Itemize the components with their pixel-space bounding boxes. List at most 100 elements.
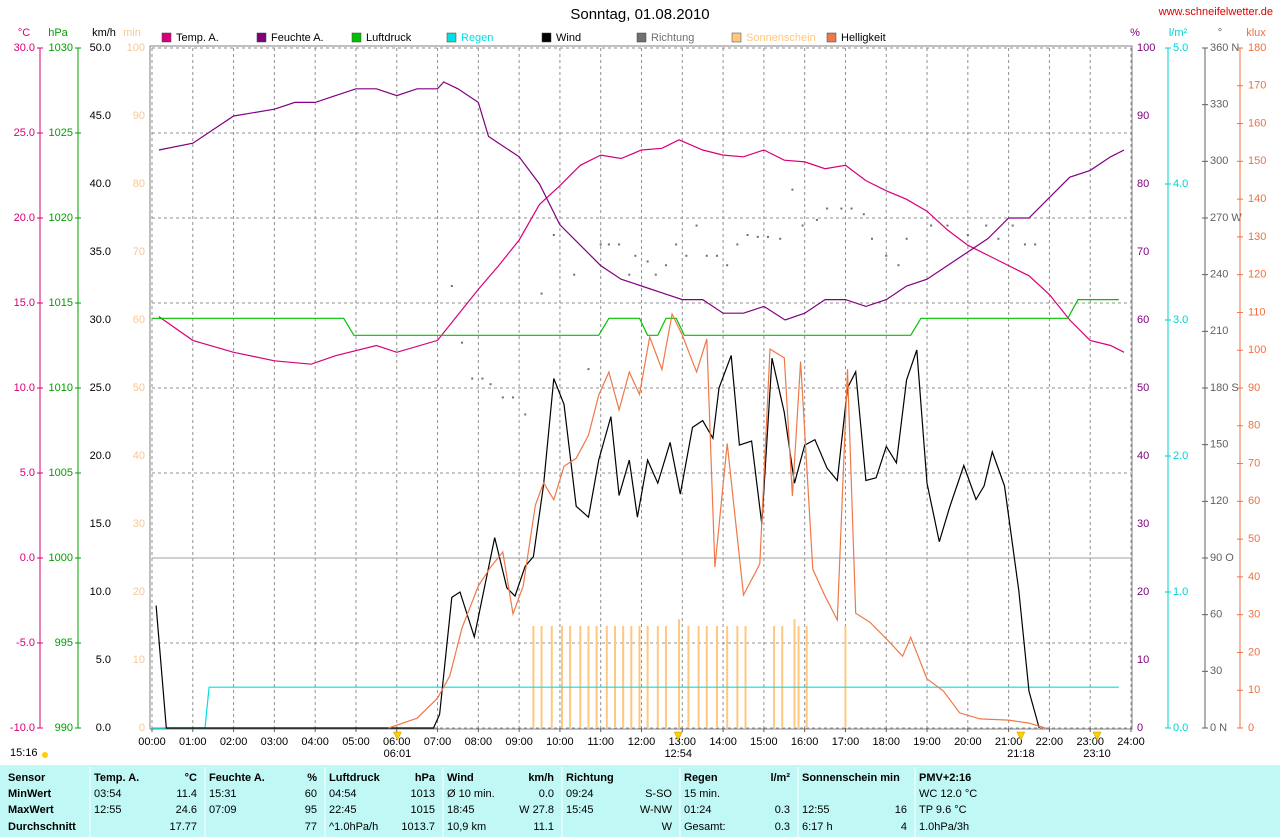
y-tick-label: 150 <box>1248 155 1266 167</box>
y-tick-label: 10 <box>133 654 145 666</box>
y-tick-label: 70 <box>1137 246 1149 258</box>
x-tick-label: 21:00 <box>995 736 1023 748</box>
y-tick-label: 0 N <box>1210 722 1227 734</box>
point <box>726 264 729 267</box>
y-tick-label: 0 <box>1248 722 1254 734</box>
y-tick-label: 70 <box>1248 457 1260 469</box>
bar <box>540 626 543 728</box>
x-tick-label: 00:00 <box>138 736 166 748</box>
table-cell: 07:09 <box>209 804 237 816</box>
y-tick-label: 1000 <box>49 552 73 564</box>
legend-label: Sonnenschein <box>746 32 816 44</box>
table-cell: 1013 <box>411 788 435 800</box>
y-tick-label: 120 <box>1210 495 1228 507</box>
x-tick-label: 02:00 <box>220 736 248 748</box>
table-cell: W 27.8 <box>519 804 554 816</box>
y-tick-label: 15.0 <box>90 518 111 530</box>
bar <box>656 626 659 728</box>
y-tick-label: 5.0 <box>1173 42 1188 54</box>
table-cell: 0.3 <box>775 804 790 816</box>
bar <box>793 619 796 728</box>
x-tick-label: 06:00 <box>383 736 411 748</box>
table-background <box>0 765 1280 837</box>
legend-swatch <box>256 32 267 43</box>
point <box>587 368 590 371</box>
series-line <box>158 81 1125 321</box>
x-tick-label: 18:00 <box>872 736 900 748</box>
point <box>801 224 804 227</box>
x-tick-label: 07:00 <box>424 736 452 748</box>
x-tick-label: 20:00 <box>954 736 982 748</box>
table-cell: ^1.0hPa/h <box>329 821 378 833</box>
x-tick-label: 24:00 <box>1117 736 1145 748</box>
event-marker <box>1092 731 1102 741</box>
table-cell: 0.0 <box>539 788 554 800</box>
point <box>481 377 484 380</box>
point <box>736 243 739 246</box>
bar <box>595 626 598 728</box>
table-cell: 22:45 <box>329 804 357 816</box>
x-tick-label: 10:00 <box>546 736 574 748</box>
y-tick-label: 45.0 <box>90 110 111 122</box>
point <box>850 207 853 210</box>
point <box>1011 224 1014 227</box>
table-cell: 17.77 <box>169 821 197 833</box>
axis-title: km/h <box>92 27 116 39</box>
table-cell: WC 12.0 °C <box>919 788 977 800</box>
x-tick-label: 04:00 <box>301 736 329 748</box>
point <box>840 207 843 210</box>
table-cell: 18:45 <box>447 804 475 816</box>
legend-swatch <box>636 32 647 43</box>
y-tick-label: 180 <box>1248 42 1266 54</box>
table-cell: 15:45 <box>566 804 594 816</box>
point <box>685 254 688 257</box>
bar <box>605 626 608 728</box>
bar <box>532 626 535 728</box>
bar <box>678 619 681 728</box>
series-line <box>388 312 1046 729</box>
y-tick-label: 150 <box>1210 439 1228 451</box>
y-tick-label: 90 <box>133 110 145 122</box>
y-tick-label: 1020 <box>49 212 73 224</box>
axis-title: ° <box>1218 27 1222 39</box>
table-cell: 6:17 h <box>802 821 833 833</box>
bar <box>781 626 784 728</box>
axis-title: l/m² <box>1169 27 1188 39</box>
y-tick-label: 0 <box>139 722 145 734</box>
y-tick-label: 90 <box>1137 110 1149 122</box>
y-tick-label: 180 S <box>1210 382 1239 394</box>
y-tick-label: 300 <box>1210 155 1228 167</box>
y-tick-label: 80 <box>133 178 145 190</box>
column-title: Sonnenschein min <box>802 772 900 784</box>
point <box>654 273 657 276</box>
point <box>1034 243 1037 246</box>
x-tick-label: 16:00 <box>791 736 819 748</box>
table-cell: Durchschnitt <box>8 821 76 833</box>
point <box>946 224 949 227</box>
legend-label: Regen <box>461 32 493 44</box>
y-tick-label: 30 <box>1248 609 1260 621</box>
y-tick-label: 0.0 <box>20 552 35 564</box>
bar <box>687 626 690 728</box>
event-label: 21:18 <box>1007 748 1035 760</box>
legend-label: Temp. A. <box>176 32 219 44</box>
y-tick-label: 50 <box>133 382 145 394</box>
y-tick-label: 170 <box>1248 80 1266 92</box>
point <box>779 237 782 240</box>
y-tick-label: 60 <box>1137 314 1149 326</box>
y-tick-label: 20 <box>1137 586 1149 598</box>
event-marker <box>1016 731 1026 741</box>
y-tick-label: 20.0 <box>90 450 111 462</box>
source: www.schneifelwetter.de <box>1158 6 1273 18</box>
point <box>905 237 908 240</box>
legend-swatch <box>161 32 172 43</box>
x-tick-label: 15:00 <box>750 736 778 748</box>
y-tick-label: 5.0 <box>20 467 35 479</box>
bar <box>736 626 739 728</box>
table-cell: 1013.7 <box>401 821 435 833</box>
point <box>826 207 829 210</box>
x-tick-label: 22:00 <box>1036 736 1064 748</box>
column-title: Regen <box>684 772 718 784</box>
y-tick-label: 4.0 <box>1173 178 1188 190</box>
